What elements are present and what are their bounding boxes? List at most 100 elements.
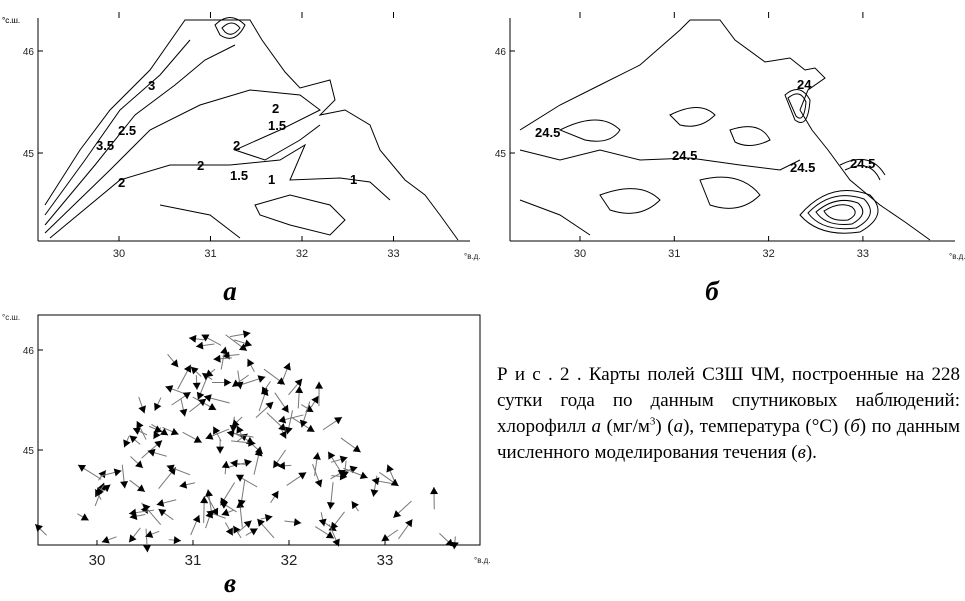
x-tick-label: 30 — [574, 248, 586, 260]
vector-head — [227, 430, 235, 438]
vector-head — [205, 489, 213, 497]
lon-unit: °в.д. — [949, 252, 965, 261]
vector-head — [216, 447, 224, 454]
contour — [730, 127, 770, 146]
vector-head — [281, 405, 288, 413]
x-tick-label: 30 — [113, 248, 125, 260]
figure-caption: Р и с . 2 . Карты полей СЗШ ЧМ, построен… — [497, 362, 960, 466]
contour — [600, 189, 660, 214]
vector-head — [179, 481, 187, 489]
page: {"panels": [ {"label": "а", "lat_unit": … — [0, 0, 965, 601]
panel-c: в 303132334645°с.ш.°в.д. — [2, 313, 491, 598]
caption-text: ), температура (°С) ( — [683, 416, 850, 437]
vector-head — [158, 509, 166, 516]
vector-head — [202, 373, 210, 380]
vector-head — [328, 452, 335, 460]
caption-text: ). — [806, 442, 817, 463]
vector-head — [174, 536, 181, 544]
contour — [800, 191, 878, 234]
vector-head — [143, 545, 151, 552]
figure: 3 3.5 2.5 2 1.5 2 2 1.5 1 1 2 а 30313233… — [0, 0, 965, 601]
contour — [215, 18, 245, 39]
contour — [788, 94, 806, 118]
caption-text: в — [798, 442, 806, 463]
vector-head — [353, 445, 361, 452]
contour — [700, 177, 760, 208]
y-tick-label: 45 — [495, 149, 507, 160]
vector-head — [265, 514, 273, 522]
y-tick-label: 45 — [23, 446, 35, 457]
vector-head — [154, 440, 162, 448]
vector-head — [148, 449, 156, 457]
x-tick-label: 32 — [281, 552, 298, 569]
contour-label: 2 — [272, 101, 279, 116]
vector-head — [298, 472, 306, 479]
contour — [520, 150, 800, 170]
caption-text: а — [674, 416, 684, 437]
lon-unit: °в.д. — [464, 252, 481, 261]
vector-head — [198, 399, 206, 406]
vector-head — [371, 489, 379, 497]
vector-head — [352, 501, 359, 509]
current-vectors — [35, 330, 459, 552]
vector-head — [233, 526, 240, 534]
y-tick-label: 46 — [23, 346, 35, 357]
x-tick-label: 32 — [762, 248, 774, 260]
x-tick-label: 31 — [185, 552, 202, 569]
vector-head — [171, 359, 179, 367]
vector-head — [129, 534, 136, 542]
contour-label: 24 — [797, 77, 812, 92]
y-tick-label: 46 — [495, 47, 507, 58]
lat-unit: °с.ш. — [2, 313, 20, 322]
contour — [50, 145, 390, 238]
contour-label: 2.5 — [118, 123, 136, 138]
plot-frame — [38, 315, 480, 545]
vector-head — [311, 396, 318, 404]
vector-head — [278, 416, 286, 424]
vector-head — [200, 496, 208, 503]
caption-text: а — [591, 416, 601, 437]
vector-head — [391, 479, 399, 486]
vector-head — [78, 465, 86, 472]
y-tick-label: 46 — [23, 47, 35, 58]
x-tick-label: 32 — [296, 248, 308, 260]
lat-unit: °с.ш. — [2, 16, 20, 25]
coastline — [45, 20, 458, 240]
contour-label: 1 — [268, 172, 275, 187]
vector-head — [278, 462, 285, 470]
contour-label: 1 — [350, 172, 357, 187]
contour-label: 1.5 — [230, 168, 248, 183]
contour-label: 2 — [233, 138, 240, 153]
contour-label: 3 — [148, 78, 155, 93]
x-tick-label: 31 — [668, 248, 680, 260]
vector-head — [193, 383, 201, 390]
vector-head — [120, 481, 128, 488]
caption-text: ) ( — [655, 416, 673, 437]
contour-label: 2 — [197, 158, 204, 173]
vector-head — [98, 470, 105, 478]
contour-label: 24.5 — [790, 160, 815, 175]
x-tick-label: 31 — [204, 248, 216, 260]
panel-label: в — [224, 568, 236, 598]
vector-head — [244, 339, 252, 347]
vector-head — [243, 330, 251, 338]
lon-unit: °в.д. — [474, 556, 491, 565]
contour-label: 1.5 — [268, 118, 286, 133]
contour-label: 24.5 — [535, 125, 560, 140]
vector-head — [179, 409, 187, 417]
vector-head — [130, 435, 138, 443]
caption-text: (мг/м — [601, 416, 650, 437]
x-tick-label: 33 — [857, 248, 869, 260]
vector-head — [334, 417, 342, 424]
contour-label: 3.5 — [96, 138, 114, 153]
vector-head — [430, 487, 438, 494]
x-tick-label: 30 — [89, 552, 106, 569]
vector-head — [183, 392, 191, 399]
vector-head — [248, 439, 255, 447]
contour — [255, 195, 345, 235]
vector-head — [273, 460, 280, 468]
vector-head — [157, 499, 165, 507]
vector-head — [313, 452, 321, 459]
contour-label: 24.5 — [672, 148, 697, 163]
contour — [520, 200, 590, 235]
